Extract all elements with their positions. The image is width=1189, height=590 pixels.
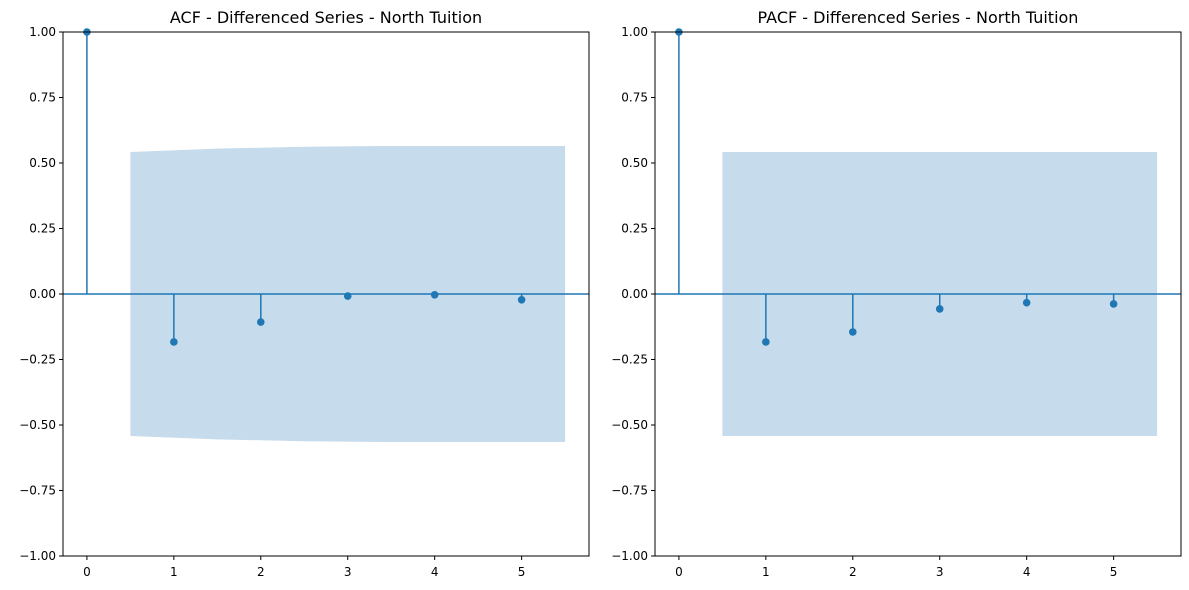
- stem-marker: [170, 338, 178, 346]
- y-tick-label: 0.25: [29, 222, 56, 236]
- stem-marker: [848, 328, 857, 336]
- x-tick-label: 1: [170, 565, 178, 579]
- y-tick-label: −0.25: [611, 353, 648, 367]
- y-tick-label: 0.50: [621, 156, 648, 170]
- x-tick-label: 5: [1110, 565, 1118, 579]
- y-tick-label: −0.50: [19, 418, 56, 432]
- x-tick-label: 4: [431, 565, 439, 579]
- stem-marker: [343, 292, 352, 300]
- y-tick-label: 0.25: [621, 222, 648, 236]
- acf-panel: 1.00 0.75 0.50 0.25 0.00 −0.25 −0.50 −0.75 −1.00…: [19, 8, 590, 579]
- x-tick-label: 1: [762, 565, 770, 579]
- y-tick-label: 0.75: [29, 91, 56, 105]
- y-tick-label: −1.00: [611, 549, 648, 563]
- x-tick-label: 5: [518, 565, 526, 579]
- x-tick-label: 2: [257, 565, 265, 579]
- x-tick-label: 0: [675, 565, 683, 579]
- x-tick-label: 2: [849, 565, 857, 579]
- stem-marker: [430, 290, 439, 299]
- pacf-panel: 1.00 0.75 0.50 0.25 0.00 −0.25 −0.50 −0.75 −1.00…: [611, 8, 1182, 579]
- y-tick-label: 0.50: [29, 156, 56, 170]
- y-tick-label: 0.00: [29, 287, 56, 301]
- stem-marker: [517, 295, 526, 304]
- stem-marker: [762, 338, 770, 346]
- stem-marker: [1109, 300, 1118, 308]
- y-tick-label: 0.00: [621, 287, 648, 301]
- chart-title: PACF - Differenced Series - North Tuitio…: [758, 8, 1079, 27]
- stem-marker: [1022, 298, 1031, 307]
- y-tick-label: −0.50: [611, 418, 648, 432]
- stem-marker: [935, 305, 944, 313]
- x-tick-label: 3: [344, 565, 352, 579]
- y-tick-label: −0.75: [611, 484, 648, 498]
- y-tick-label: −0.75: [19, 484, 56, 498]
- y-tick-label: 1.00: [621, 25, 648, 39]
- x-tick-label: 0: [83, 565, 91, 579]
- y-tick-label: 1.00: [29, 25, 56, 39]
- y-tick-label: −1.00: [19, 549, 56, 563]
- x-tick-label: 4: [1023, 565, 1031, 579]
- y-tick-label: 0.75: [621, 91, 648, 105]
- stem-marker: [256, 318, 265, 326]
- x-tick-label: 3: [936, 565, 944, 579]
- chart-title: ACF - Differenced Series - North Tuition: [170, 8, 482, 27]
- y-tick-label: −0.25: [19, 353, 56, 367]
